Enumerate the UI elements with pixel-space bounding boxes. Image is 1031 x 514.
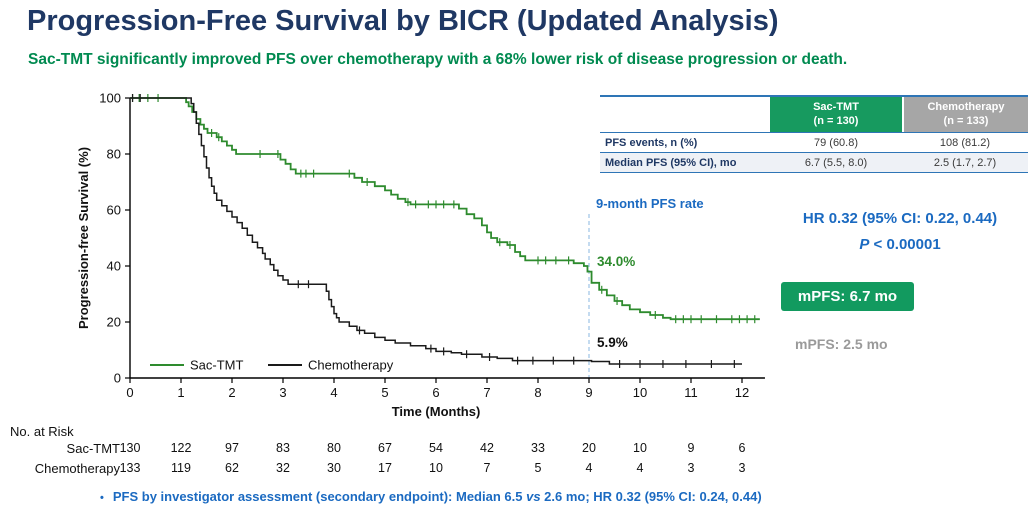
summary-col-sac-label: Sac-TMT (813, 101, 859, 113)
at-risk-title: No. at Risk (10, 424, 74, 439)
at-risk-value: 122 (170, 441, 192, 455)
summary-value-chemo: 2.5 (1.7, 2.7) (933, 156, 997, 169)
at-risk-value: 20 (582, 441, 596, 455)
at-risk-value: 130 (119, 441, 141, 455)
at-risk-value: 9 (687, 441, 695, 455)
at-risk-value: 4 (585, 461, 593, 475)
hazard-ratio-text: HR 0.32 (95% CI: 0.22, 0.44) (802, 210, 998, 227)
summary-col-sac-n: (n = 130) (813, 115, 859, 128)
km-curve-chemotherapy (130, 97, 742, 365)
at-risk-value: 83 (276, 441, 290, 455)
footnote-text-before: PFS by investigator assessment (secondar… (112, 489, 527, 504)
chemo-9mo-rate-label: 5.9% (597, 335, 628, 350)
summary-col-chemo-n: (n = 133) (943, 115, 989, 128)
y-tick-label: 80 (107, 147, 121, 162)
at-risk-value: 119 (171, 461, 191, 475)
summary-value-chemo: 108 (81.2) (939, 136, 991, 149)
at-risk-value: 32 (276, 461, 290, 475)
summary-col-header-sac-tmt: Sac-TMT (n = 130) (770, 97, 902, 132)
x-tick-label: 6 (432, 385, 439, 400)
at-risk-value: 33 (531, 441, 545, 455)
x-tick-label: 5 (381, 385, 388, 400)
summary-table: Sac-TMT (n = 130) Chemotherapy (n = 133)… (600, 95, 1028, 173)
x-tick-label: 9 (585, 385, 592, 400)
at-risk-value: 6 (738, 441, 746, 455)
legend-label-1: Chemotherapy (308, 358, 394, 373)
km-curve-sac-tmt (130, 97, 760, 321)
x-tick-label: 0 (126, 385, 133, 400)
summary-value-sac: 79 (60.8) (813, 136, 859, 149)
at-risk-value: 67 (378, 441, 392, 455)
footnote-text-after: 2.6 mo; HR 0.32 (95% CI: 0.24, 0.44) (540, 489, 762, 504)
at-risk-value: 97 (225, 441, 239, 455)
at-risk-value: 42 (480, 441, 494, 455)
legend-label-0: Sac-TMT (190, 358, 244, 373)
x-axis-title: Time (Months) (392, 404, 481, 419)
at-risk-value: 54 (429, 441, 443, 455)
p-value-number: < 0.00001 (869, 236, 941, 253)
at-risk-value: 10 (429, 461, 443, 475)
at-risk-row-label: Sac-TMT (66, 441, 120, 456)
x-tick-label: 3 (279, 385, 286, 400)
footnote: • PFS by investigator assessment (seconda… (100, 489, 762, 504)
summary-row-label: Median PFS (95% CI), mo (605, 156, 737, 169)
at-risk-value: 17 (378, 461, 392, 475)
at-risk-value: 7 (483, 461, 491, 475)
summary-table-header-row: Sac-TMT (n = 130) Chemotherapy (n = 133) (600, 97, 1028, 133)
p-value-text: P < 0.00001 (773, 236, 1027, 253)
x-tick-label: 7 (483, 385, 490, 400)
at-risk-row-label: Chemotherapy (34, 461, 120, 476)
mpfs-chemo-text: mPFS: 2.5 mo (795, 336, 888, 352)
sac-9mo-rate-label: 34.0% (597, 254, 635, 269)
summary-row-median-pfs: Median PFS (95% CI), mo 6.7 (5.5, 8.0) 2… (600, 152, 1028, 173)
x-tick-label: 10 (633, 385, 647, 400)
footnote-bullet: • (100, 492, 104, 504)
x-tick-label: 4 (330, 385, 337, 400)
summary-col-chemo-label: Chemotherapy (927, 101, 1005, 113)
at-risk-value: 30 (327, 461, 341, 475)
x-tick-label: 11 (684, 385, 698, 400)
x-tick-label: 8 (534, 385, 541, 400)
x-tick-label: 12 (735, 385, 749, 400)
y-axis-title: Progression-free Survival (%) (76, 147, 91, 329)
nine-month-pfs-label: 9-month PFS rate (596, 196, 704, 211)
at-risk-value: 5 (534, 461, 542, 475)
summary-col-header-chemotherapy: Chemotherapy (n = 133) (902, 97, 1028, 132)
x-tick-label: 1 (177, 385, 184, 400)
y-tick-label: 60 (107, 203, 121, 218)
at-risk-value: 10 (633, 441, 647, 455)
at-risk-value: 133 (119, 461, 141, 475)
y-tick-label: 40 (107, 259, 121, 274)
at-risk-value: 3 (738, 461, 746, 475)
y-tick-label: 0 (114, 371, 121, 386)
y-tick-label: 20 (107, 315, 121, 330)
at-risk-value: 80 (327, 441, 341, 455)
x-tick-label: 2 (228, 385, 235, 400)
page-subtitle: Sac-TMT significantly improved PFS over … (28, 51, 848, 68)
p-value-label: P (859, 236, 870, 253)
summary-row-pfs-events: PFS events, n (%) 79 (60.8) 108 (81.2) (600, 133, 1028, 153)
y-tick-label: 100 (99, 91, 121, 106)
page-title: Progression-Free Survival by BICR (Updat… (27, 5, 779, 37)
mpfs-sac-badge: mPFS: 6.7 mo (781, 282, 914, 311)
at-risk-value: 3 (687, 461, 695, 475)
at-risk-value: 4 (636, 461, 644, 475)
summary-value-sac: 6.7 (5.5, 8.0) (804, 156, 868, 169)
summary-table-corner-cell (600, 97, 770, 132)
at-risk-value: 62 (225, 461, 239, 475)
footnote-vs: vs (526, 489, 541, 504)
summary-row-label: PFS events, n (%) (605, 136, 698, 149)
